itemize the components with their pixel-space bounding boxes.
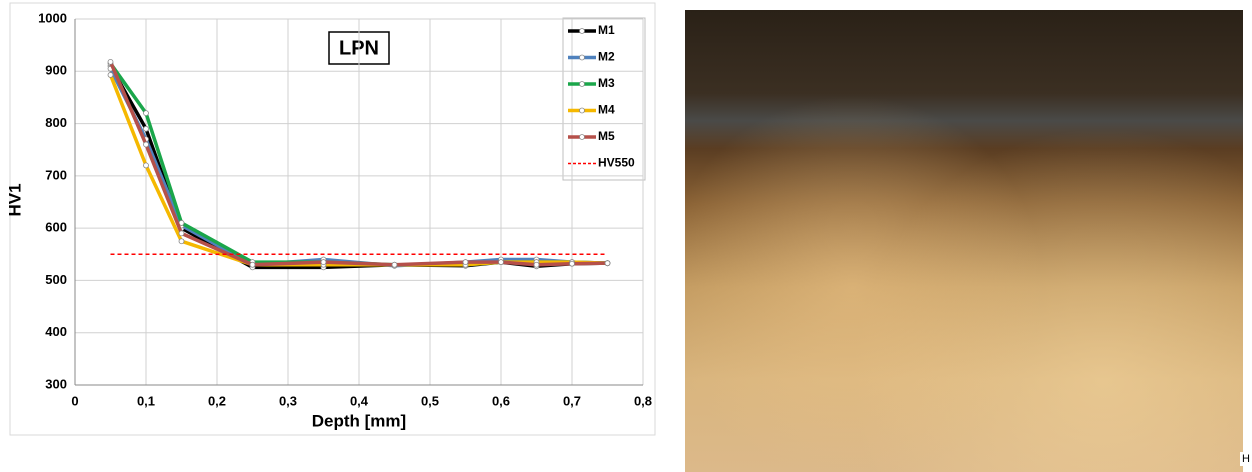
x-tick-label: 0,2 — [208, 393, 226, 408]
data-point — [321, 260, 326, 265]
page: HV1 Depth [mm] LPN 300400500600700800900… — [0, 0, 1252, 472]
chart-frame — [10, 3, 655, 435]
y-tick-label: 500 — [45, 272, 67, 287]
y-tick-label: 800 — [45, 115, 67, 130]
x-tick-label: 0,3 — [279, 393, 297, 408]
data-point — [179, 239, 184, 244]
legend-marker — [580, 108, 585, 113]
data-point — [250, 262, 255, 267]
x-tick-label: 0,8 — [634, 393, 652, 408]
x-tick-label: 0,7 — [563, 393, 581, 408]
x-tick-label: 0,6 — [492, 393, 510, 408]
data-point — [108, 59, 113, 64]
y-tick-label: 700 — [45, 167, 67, 182]
legend-marker — [580, 82, 585, 87]
legend-label: M4 — [598, 103, 615, 117]
data-point — [144, 142, 149, 147]
legend-label: M5 — [598, 129, 615, 143]
x-tick-label: 0 — [71, 393, 78, 408]
data-point — [392, 262, 397, 267]
data-point — [463, 260, 468, 265]
y-axis-label: HV1 — [5, 183, 24, 216]
data-point — [108, 72, 113, 77]
legend-label: M2 — [598, 50, 615, 64]
y-tick-label: 600 — [45, 220, 67, 235]
x-tick-label: 0,4 — [350, 393, 369, 408]
y-tick-label: 400 — [45, 324, 67, 339]
y-tick-label: 1000 — [38, 10, 67, 25]
data-point — [499, 260, 504, 265]
legend-label: HV550 — [598, 156, 635, 170]
legend-marker — [580, 29, 585, 34]
x-tick-label: 0,1 — [137, 393, 155, 408]
legend-marker — [580, 135, 585, 140]
chart: HV1 Depth [mm] LPN 300400500600700800900… — [0, 0, 660, 440]
y-tick-label: 900 — [45, 63, 67, 78]
micrograph-label: H — [1240, 452, 1252, 466]
data-point — [144, 111, 149, 116]
data-point — [144, 163, 149, 168]
y-tick-label: 300 — [45, 376, 67, 391]
micrograph — [685, 10, 1243, 472]
legend-label: M1 — [598, 23, 615, 37]
data-point — [144, 126, 149, 131]
x-tick-label: 0,5 — [421, 393, 439, 408]
data-point — [570, 261, 575, 266]
data-point — [534, 262, 539, 267]
legend-marker — [580, 55, 585, 60]
x-axis-label: Depth [mm] — [312, 411, 406, 430]
data-point — [605, 261, 610, 266]
legend-label: M3 — [598, 76, 615, 90]
data-point — [179, 231, 184, 236]
